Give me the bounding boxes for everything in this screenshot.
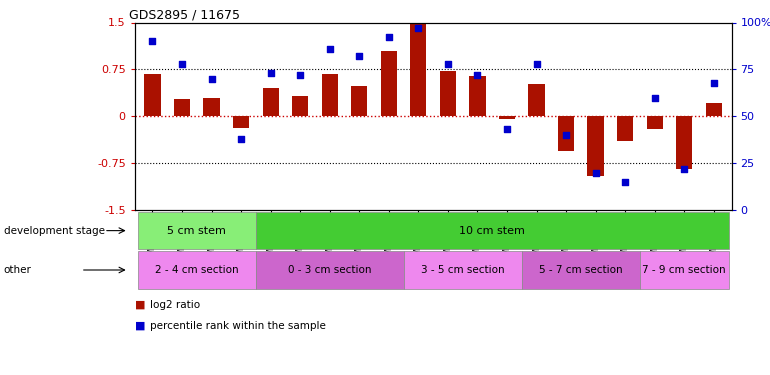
Bar <box>440 70 456 116</box>
Text: 5 - 7 cm section: 5 - 7 cm section <box>539 265 623 275</box>
Bar <box>410 24 427 116</box>
Text: percentile rank within the sample: percentile rank within the sample <box>150 321 326 331</box>
Bar <box>351 86 367 116</box>
Bar <box>528 84 544 116</box>
Bar <box>174 99 190 116</box>
Bar <box>380 51 397 116</box>
Bar <box>263 88 279 116</box>
Point <box>294 72 306 78</box>
Text: GDS2895 / 11675: GDS2895 / 11675 <box>129 8 239 21</box>
Point <box>412 25 424 31</box>
Bar <box>233 116 249 128</box>
Point <box>442 61 454 67</box>
Point <box>323 46 336 52</box>
Bar <box>144 74 161 116</box>
Text: 5 cm stem: 5 cm stem <box>167 226 226 236</box>
Point <box>176 61 188 67</box>
Point <box>235 136 247 142</box>
Point <box>708 80 720 86</box>
Bar <box>469 76 486 116</box>
Bar <box>499 116 515 119</box>
Bar <box>322 74 338 116</box>
Point <box>619 179 631 185</box>
Point <box>146 38 159 44</box>
Point <box>531 61 543 67</box>
Text: ■: ■ <box>135 300 146 310</box>
Bar <box>588 116 604 176</box>
Text: log2 ratio: log2 ratio <box>150 300 200 310</box>
Bar <box>676 116 692 170</box>
Bar <box>617 116 633 141</box>
Point <box>206 76 218 82</box>
Bar <box>647 116 663 129</box>
Point <box>383 34 395 40</box>
Bar <box>292 96 308 116</box>
Text: 2 - 4 cm section: 2 - 4 cm section <box>155 265 239 275</box>
Text: 7 - 9 cm section: 7 - 9 cm section <box>642 265 726 275</box>
Text: ■: ■ <box>135 321 146 331</box>
Text: 0 - 3 cm section: 0 - 3 cm section <box>288 265 371 275</box>
Point <box>471 72 484 78</box>
Point <box>678 166 691 172</box>
Bar <box>203 98 219 116</box>
Text: development stage: development stage <box>4 226 105 236</box>
Point <box>264 70 276 76</box>
Point <box>648 94 661 100</box>
Text: 3 - 5 cm section: 3 - 5 cm section <box>421 265 504 275</box>
Point <box>500 126 513 132</box>
Text: 10 cm stem: 10 cm stem <box>459 226 525 236</box>
Point <box>590 170 602 176</box>
Point <box>560 132 572 138</box>
Point <box>353 53 366 59</box>
Bar <box>705 102 722 116</box>
Text: other: other <box>4 265 32 275</box>
Bar <box>558 116 574 151</box>
